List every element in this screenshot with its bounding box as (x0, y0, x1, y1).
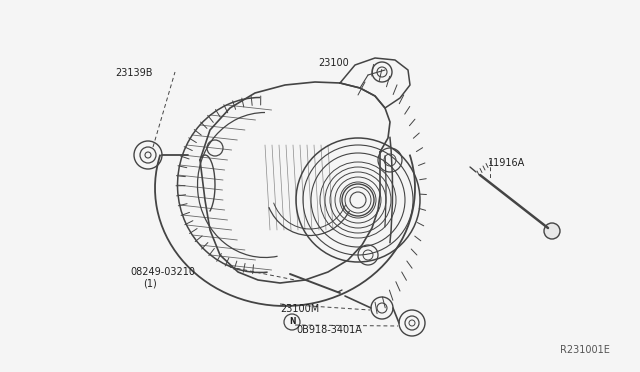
Text: 0B918-3401A: 0B918-3401A (296, 325, 362, 335)
Text: 08249-03210: 08249-03210 (130, 267, 195, 277)
Text: (1): (1) (143, 278, 157, 288)
Text: 23139B: 23139B (115, 68, 152, 78)
Text: R231001E: R231001E (560, 345, 610, 355)
Text: 23100: 23100 (318, 58, 349, 68)
Text: 11916A: 11916A (488, 158, 525, 168)
Text: 23100M: 23100M (280, 304, 319, 314)
Circle shape (544, 223, 560, 239)
Text: N: N (289, 317, 295, 327)
